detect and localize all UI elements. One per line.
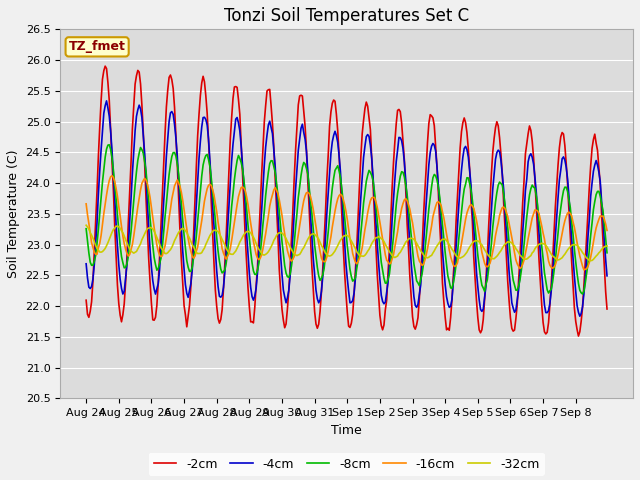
Line: -32cm: -32cm	[86, 225, 607, 261]
Line: -8cm: -8cm	[86, 145, 607, 294]
Line: -16cm: -16cm	[86, 176, 607, 270]
Line: -4cm: -4cm	[86, 101, 607, 316]
X-axis label: Time: Time	[332, 424, 362, 437]
Line: -2cm: -2cm	[86, 66, 607, 336]
Legend: -2cm, -4cm, -8cm, -16cm, -32cm: -2cm, -4cm, -8cm, -16cm, -32cm	[148, 453, 545, 476]
Text: TZ_fmet: TZ_fmet	[68, 40, 125, 53]
Y-axis label: Soil Temperature (C): Soil Temperature (C)	[7, 150, 20, 278]
Title: Tonzi Soil Temperatures Set C: Tonzi Soil Temperatures Set C	[224, 7, 469, 25]
